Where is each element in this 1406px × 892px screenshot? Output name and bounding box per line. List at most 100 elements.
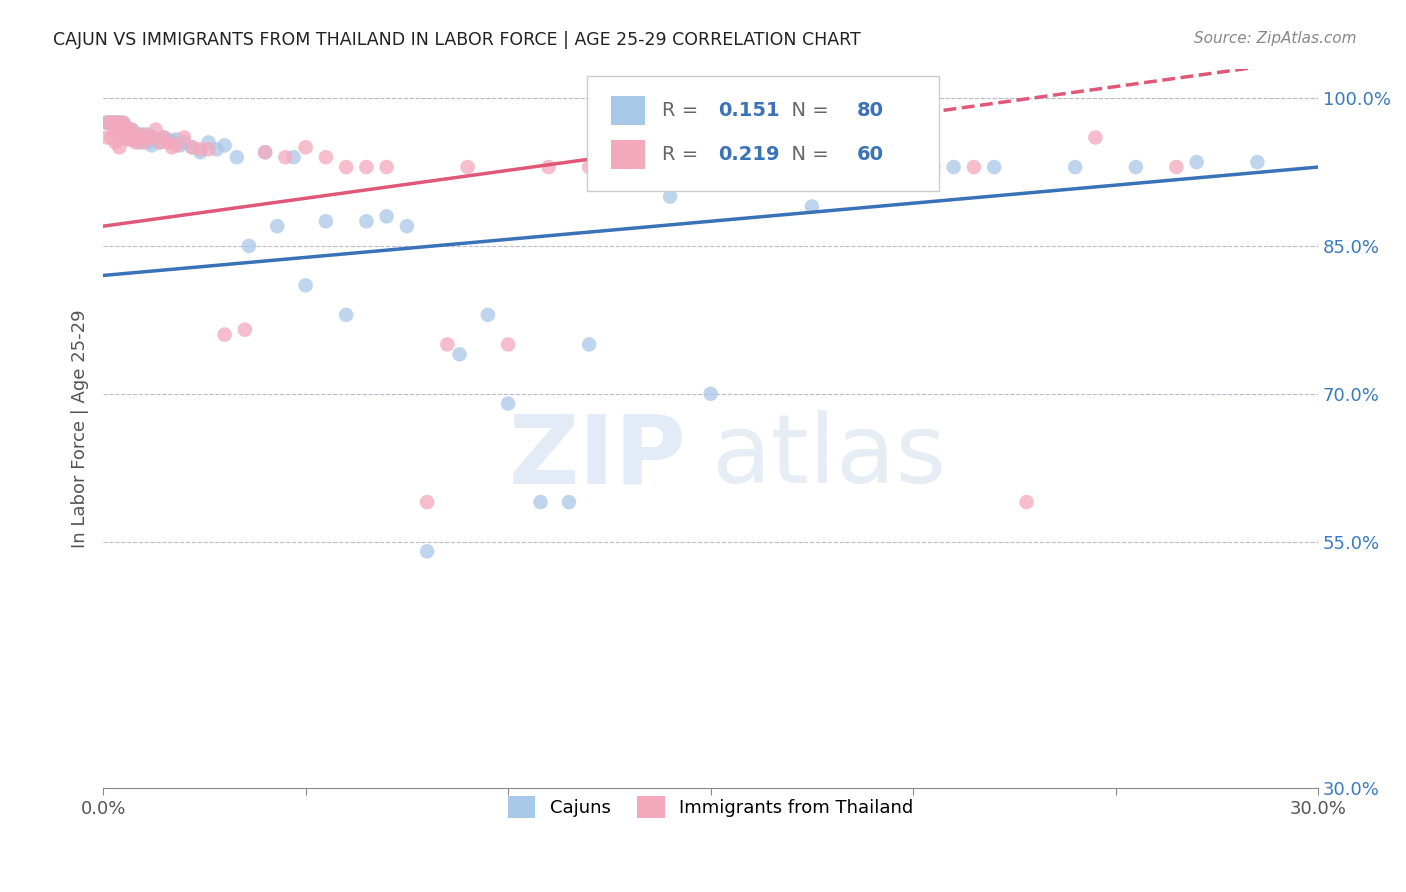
Point [160, 135, 183, 149]
Point [748, 160, 770, 174]
Point [205, 142, 228, 156]
Point [104, 116, 127, 130]
Point [1166, 160, 1188, 174]
Point [841, 160, 863, 174]
Point [449, 347, 471, 361]
Point [96, 116, 118, 130]
Point [121, 122, 143, 136]
Text: CAJUN VS IMMIGRANTS FROM THAILAND IN LABOR FORCE | AGE 25-29 CORRELATION CHART: CAJUN VS IMMIGRANTS FROM THAILAND IN LAB… [53, 31, 862, 49]
Point [124, 136, 146, 150]
Point [315, 150, 337, 164]
Point [496, 337, 519, 351]
Point [117, 130, 139, 145]
Point [578, 160, 600, 174]
Point [100, 116, 122, 130]
Point [145, 132, 167, 146]
Point [619, 160, 641, 174]
Point [136, 130, 159, 145]
Point [132, 128, 155, 143]
Point [181, 140, 204, 154]
Point [112, 128, 135, 142]
Point [335, 308, 357, 322]
Point [477, 308, 499, 322]
Point [416, 544, 439, 558]
Text: 0.219: 0.219 [718, 145, 779, 164]
Point [96, 116, 118, 130]
Point [108, 120, 131, 135]
Point [197, 136, 219, 150]
Point [395, 219, 418, 234]
Point [104, 122, 127, 136]
Point [558, 495, 581, 509]
Point [112, 122, 135, 136]
Point [128, 132, 150, 146]
Point [578, 337, 600, 351]
Point [315, 214, 337, 228]
Point [1246, 155, 1268, 169]
Point [659, 189, 682, 203]
Point [165, 138, 187, 153]
Point [789, 160, 811, 174]
Text: 0.151: 0.151 [718, 101, 779, 120]
Point [1185, 155, 1208, 169]
Point [266, 219, 288, 234]
Point [136, 136, 159, 150]
Point [922, 160, 945, 174]
Point [104, 116, 127, 130]
Point [659, 160, 682, 174]
FancyBboxPatch shape [612, 95, 645, 125]
Point [136, 128, 159, 142]
Point [100, 130, 122, 145]
Point [104, 116, 127, 130]
Text: Source: ZipAtlas.com: Source: ZipAtlas.com [1194, 31, 1357, 46]
Point [214, 138, 236, 153]
Point [141, 138, 163, 153]
Point [96, 130, 118, 145]
Text: R =: R = [662, 101, 704, 120]
FancyBboxPatch shape [612, 140, 645, 169]
Point [457, 160, 479, 174]
Point [104, 136, 127, 150]
Point [181, 140, 204, 154]
Point [356, 214, 378, 228]
Point [294, 140, 316, 154]
Point [96, 116, 118, 130]
Point [104, 116, 127, 130]
Point [124, 132, 146, 146]
Point [132, 128, 155, 142]
Point [100, 116, 122, 130]
Y-axis label: In Labor Force | Age 25-29: In Labor Force | Age 25-29 [72, 309, 89, 548]
Text: ZIP: ZIP [509, 410, 686, 503]
Legend: Cajuns, Immigrants from Thailand: Cajuns, Immigrants from Thailand [501, 789, 921, 826]
Point [335, 160, 357, 174]
Point [112, 116, 135, 130]
Text: 80: 80 [856, 101, 883, 120]
Point [963, 160, 986, 174]
Point [145, 122, 167, 136]
Point [537, 160, 560, 174]
Point [124, 128, 146, 142]
Point [128, 128, 150, 142]
Point [254, 145, 277, 160]
Point [149, 136, 172, 150]
Point [128, 136, 150, 150]
Point [173, 136, 195, 150]
Text: R =: R = [662, 145, 704, 164]
Point [942, 160, 965, 174]
Point [96, 116, 118, 130]
Point [1064, 160, 1087, 174]
Point [436, 337, 458, 351]
Point [841, 160, 863, 174]
Point [983, 160, 1005, 174]
Point [188, 142, 211, 156]
Point [160, 140, 183, 154]
Point [100, 116, 122, 130]
Point [197, 142, 219, 156]
Point [1015, 495, 1038, 509]
Point [188, 145, 211, 160]
Point [108, 116, 131, 130]
Point [619, 160, 641, 174]
Point [108, 116, 131, 130]
Point [112, 120, 135, 135]
Point [149, 136, 172, 150]
